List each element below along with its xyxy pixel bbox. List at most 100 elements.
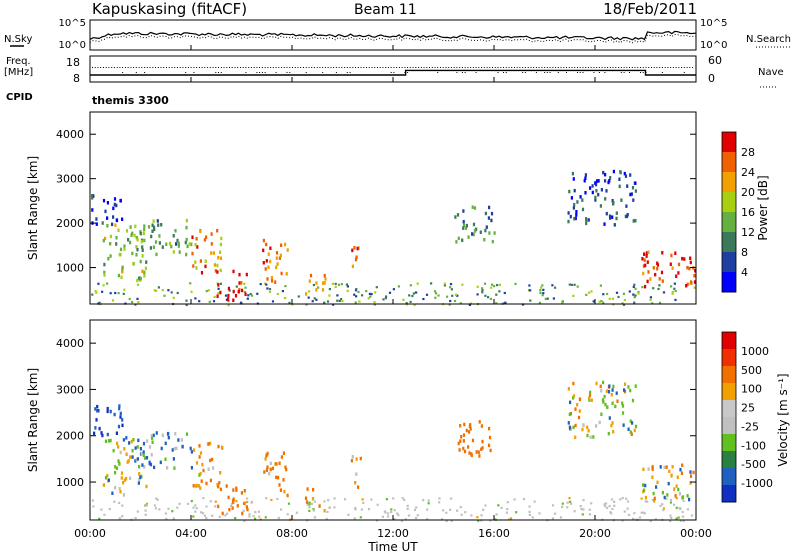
power-echo-cell [115,203,118,208]
velocity-echo-cell [383,510,386,513]
power-echo-cell [114,291,117,295]
nave-dot [311,67,313,68]
velocity-echo-cell [438,501,441,504]
power-echo-cell [669,262,672,266]
nave-dot [333,67,335,68]
nave-dot [324,67,326,68]
power-echo-cell [584,191,587,195]
nave-dot [212,67,214,68]
velocity-echo-cell [144,513,147,516]
nave-dot [138,67,140,68]
velocity-echo-cell [142,453,145,457]
nave-dot [661,67,663,68]
velocity-echo-cell [393,518,396,521]
nave-dot [464,67,466,68]
power-echo-cell [662,291,666,294]
power-echo-cell [168,241,172,246]
power-echo-cell [106,216,109,220]
velocity-echo-cell [590,398,593,402]
velocity-echo-cell [159,460,162,465]
velocity-echo-cell [218,481,221,485]
nave-dot [264,72,266,73]
velocity-echo-cell [478,454,481,458]
velocity-echo-cell [250,500,254,503]
velocity-echo-cell [164,441,167,446]
nave-dot [103,67,104,68]
velocity-echo-cell [649,519,652,523]
velocity-echo-cell [610,498,614,501]
power-echo-cell [471,232,474,236]
velocity-echo-cell [129,455,132,459]
velocity-echo-cell [387,512,390,515]
nave-dot [568,67,570,68]
nave-dot [505,67,507,68]
velocity-echo-cell [312,508,315,511]
power-echo-cell [262,238,265,243]
velocity-echo-cell [675,484,678,488]
nave-dot [226,67,228,68]
power-echo-cell [281,290,284,293]
nave-dot [368,67,370,68]
velocity-echo-cell [230,502,234,505]
power-echo-cell [311,300,314,303]
nave-dot [292,67,293,68]
power-echo-cell [151,229,154,233]
nave-dot [549,67,551,68]
power-echo-cell [633,296,636,299]
velocity-echo-cell [118,406,121,411]
velocity-echo-cell [286,493,289,498]
velocity-echo-cell [109,438,112,443]
nave-dot [483,67,485,68]
power-echo-cell [615,291,619,294]
nave-dot [519,67,521,68]
power-echo-cell [353,293,356,296]
power-echo-cell [615,211,618,215]
velocity-echo-cell [689,470,692,474]
power-echo-cell [611,215,614,219]
power-echo-cell [219,290,222,295]
velocity-echo-cell [522,498,526,501]
velocity-echo-cell [449,508,452,511]
power-echo-cell [190,242,193,247]
nave-dot [582,72,584,73]
velocity-echo-cell [173,446,176,451]
power-echo-cell [609,176,612,180]
nave-dot [313,67,315,68]
velocity-echo-cell [623,388,626,392]
nave-dot [450,67,452,68]
velocity-echo-cell [595,381,598,386]
velocity-echo-cell [225,484,228,488]
power-echo-cell [688,266,691,271]
velocity-echo-cell [427,502,430,505]
power-echo-cell [514,282,517,285]
velocity-echo-cell [647,467,650,471]
nave-dot [256,72,258,73]
power-echo-cell [92,194,95,198]
velocity-echo-cell [125,452,128,456]
power-echo-cell [454,215,457,219]
power-echo-cell [175,242,178,246]
velocity-echo-cell [627,513,631,517]
power-echo-cell [247,294,250,297]
nave-dot [434,67,436,68]
power-echo-cell [604,197,607,201]
nave-dot [187,67,189,68]
velocity-echo-cell [588,513,592,516]
power-echo-cell [462,226,465,230]
nsky-tick-low: 10^0 [59,40,86,51]
power-echo-cell [473,206,477,210]
power-echo-cell [128,297,131,301]
nave-dot [587,67,589,68]
power-echo-cell [674,298,677,301]
x-tick-label: 00:00 [680,527,712,540]
velocity-echo-cell [469,427,472,431]
power-echo-cell [204,259,207,263]
power-echo-cell [334,282,337,285]
power-echo-cell [188,242,191,246]
power-echo-cell [216,263,219,268]
power-echo-cell [375,286,378,289]
nave-dot [240,67,241,68]
velocity-echo-cell [209,478,212,483]
velocity-echo-cell [445,511,448,514]
velocity-echo-cell [589,435,592,439]
